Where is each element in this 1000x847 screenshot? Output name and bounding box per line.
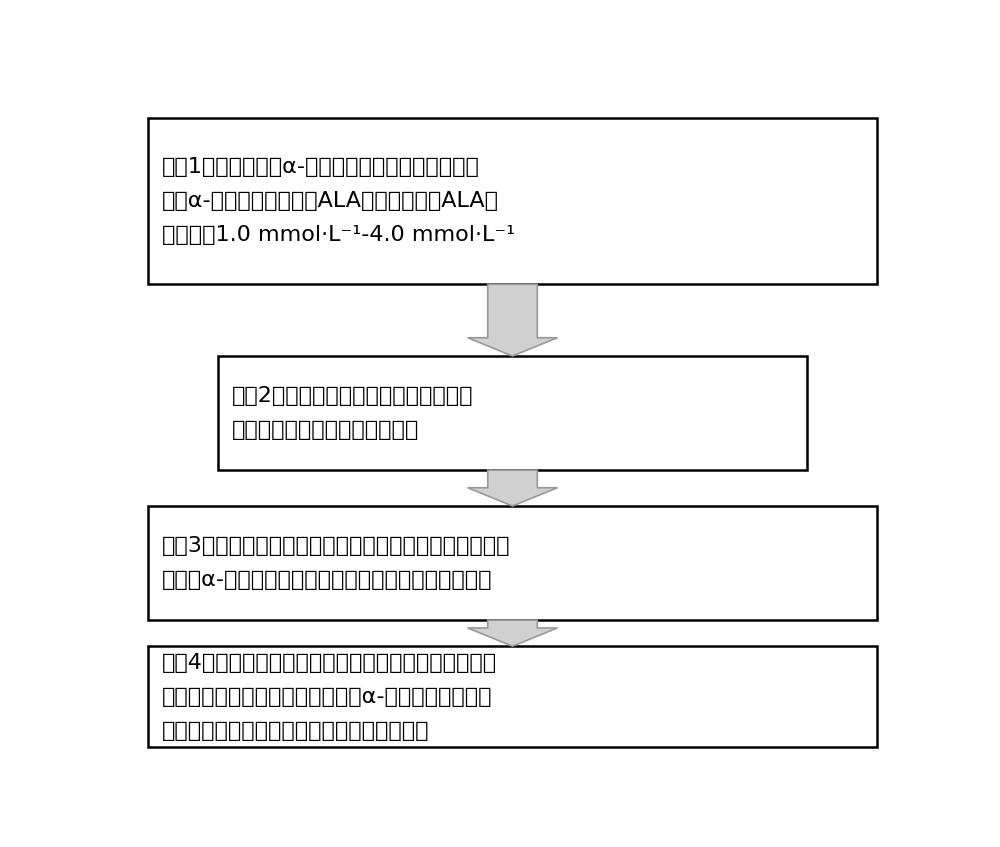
Text: 洋甘菊α-甜没药醇噎量剂直接涂抒或嘱施在洋甘菊叶片: 洋甘菊α-甜没药醇噎量剂直接涂抒或嘱施在洋甘菊叶片 [162,570,493,590]
Text: 步骤2、将洋甘菊种子经浸泡、催芽后播: 步骤2、将洋甘菊种子经浸泡、催芽后播 [232,386,473,406]
Bar [148,646,877,747]
Text: 步骤3、第一次施用：待洋甘菊发芽一周时，取上述制得的: 步骤3、第一次施用：待洋甘菊发芽一周时，取上述制得的 [162,536,511,556]
Bar [218,356,807,470]
Text: 洋甘菊叶片表面涂抒或嘱施，以叶背湿度为度: 洋甘菊叶片表面涂抒或嘱施，以叶背湿度为度 [162,721,430,740]
Text: 定植一周后，取上述制得的洋甘菊α-甜没药醇噎量剂在: 定植一周后，取上述制得的洋甘菊α-甜没药醇噎量剂在 [162,687,493,706]
Polygon shape [468,285,557,356]
Polygon shape [468,470,557,506]
Text: 液浓度为1.0 mmol·L⁻¹-4.0 mmol·L⁻¹: 液浓度为1.0 mmol·L⁻¹-4.0 mmol·L⁻¹ [162,225,515,245]
Text: 种在营养鑴中，置于温室中育苗: 种在营养鑴中，置于温室中育苗 [232,420,419,440]
Text: 步骤1、准备洋甘菊α-甜没药醇噎量剂待用，所诉洋: 步骤1、准备洋甘菊α-甜没药醇噎量剂待用，所诉洋 [162,158,480,177]
Bar [148,118,877,285]
Polygon shape [468,620,557,646]
Text: 甘菊α-甜没药醇噎量剂为ALA溶液，且所述ALA溶: 甘菊α-甜没药醇噎量剂为ALA溶液，且所述ALA溶 [162,191,499,211]
Text: 步骤4、第二次施用：待出苗两周后开始定植，在洋甘菊: 步骤4、第二次施用：待出苗两周后开始定植，在洋甘菊 [162,653,497,673]
Bar [148,506,877,620]
